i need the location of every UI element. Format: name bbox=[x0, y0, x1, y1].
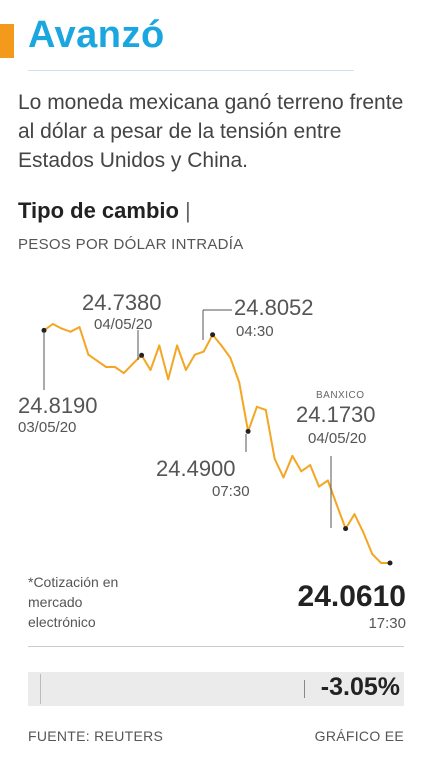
line-segment bbox=[51, 323, 63, 330]
change-bar-tick bbox=[40, 674, 41, 704]
graphic-credit: GRÁFICO EE bbox=[314, 728, 404, 744]
annotation-peak-time: 04:30 bbox=[236, 323, 274, 340]
chart-title-text: Tipo de cambio bbox=[18, 198, 179, 223]
line-segment bbox=[140, 354, 152, 371]
line-segment bbox=[282, 454, 294, 479]
annotation-final: 24.0610 17:30 bbox=[298, 580, 406, 632]
line-segment bbox=[96, 359, 108, 368]
line-segment bbox=[60, 327, 72, 333]
annotation-first: 24.8190 03/05/20 bbox=[18, 332, 98, 436]
section-divider bbox=[28, 646, 404, 647]
annotation-drop-value: 24.4900 bbox=[156, 456, 236, 481]
annotation-final-time: 17:30 bbox=[368, 615, 406, 632]
line-segment bbox=[291, 454, 303, 473]
line-segment bbox=[158, 344, 170, 381]
annotation-banxico-tag: BANXICO bbox=[316, 390, 365, 401]
annotation-peak: 24.8052 04:30 bbox=[202, 295, 314, 340]
line-segment bbox=[300, 464, 312, 473]
annotation-local-low-time: 04/05/20 bbox=[94, 316, 152, 333]
accent-bar bbox=[0, 24, 14, 58]
footnote: *Cotización en mercado electrónico bbox=[28, 574, 119, 630]
line-segment bbox=[114, 366, 125, 375]
line-segment bbox=[69, 326, 81, 333]
line-segment bbox=[220, 344, 232, 359]
data-point-1 bbox=[139, 352, 145, 358]
data-point-3 bbox=[245, 428, 251, 434]
line-segment bbox=[318, 479, 329, 488]
line-segment bbox=[176, 344, 187, 371]
line-segment bbox=[273, 458, 285, 479]
data-point-0 bbox=[41, 327, 47, 333]
page-subtitle: Lo moneda mexicana ganó terreno frente a… bbox=[18, 91, 404, 172]
line-segment bbox=[87, 353, 99, 362]
annotation-first-value: 24.8190 bbox=[18, 393, 98, 418]
exchange-rate-chart: 24.8190 03/05/20 24.7380 04/05/20 24.805… bbox=[18, 290, 406, 632]
annotation-drop: 24.4900 07:30 bbox=[156, 434, 250, 500]
annotation-peak-value: 24.8052 bbox=[234, 295, 314, 320]
point-layer bbox=[41, 327, 393, 566]
annotation-banxico-time: 04/05/20 bbox=[308, 430, 366, 447]
chart-title: Tipo de cambio | bbox=[18, 198, 191, 224]
line-segment bbox=[309, 464, 320, 488]
line-segment bbox=[238, 381, 250, 433]
line-segment bbox=[184, 353, 196, 371]
line-segment bbox=[229, 356, 241, 384]
annotation-banxico: BANXICO 24.1730 04/05/20 bbox=[296, 390, 376, 528]
line-segment bbox=[167, 344, 179, 381]
line-segment bbox=[247, 405, 258, 433]
change-bar bbox=[28, 672, 404, 706]
line-segment bbox=[122, 362, 134, 375]
line-segment bbox=[326, 479, 338, 506]
line-segment bbox=[149, 344, 161, 371]
line-segment bbox=[344, 513, 356, 530]
source-credit: FUENTE: REUTERS bbox=[28, 728, 164, 744]
line-segment bbox=[193, 350, 205, 356]
annotation-banxico-value: 24.1730 bbox=[296, 402, 376, 427]
line-segment bbox=[264, 408, 276, 460]
annotation-local-low: 24.7380 04/05/20 bbox=[82, 290, 162, 360]
line-segment bbox=[353, 513, 365, 534]
chart-subtitle: PESOS POR DÓLAR INTRADÍA bbox=[18, 236, 244, 253]
annotation-local-low-value: 24.7380 bbox=[82, 290, 162, 315]
annotation-final-value: 24.0610 bbox=[298, 580, 406, 613]
line-segment bbox=[335, 504, 347, 530]
change-bar-marker bbox=[304, 680, 305, 698]
line-segment bbox=[362, 531, 374, 556]
annotation-drop-time: 07:30 bbox=[212, 483, 250, 500]
chart-title-separator: | bbox=[184, 198, 191, 223]
line-segment bbox=[255, 405, 267, 411]
change-value: -3.05% bbox=[320, 673, 400, 701]
title-divider bbox=[28, 70, 354, 71]
line-segment bbox=[202, 333, 214, 353]
annotation-first-time: 03/05/20 bbox=[18, 419, 76, 436]
line-segment bbox=[371, 553, 383, 564]
line-segment bbox=[78, 326, 90, 356]
data-point-2 bbox=[210, 332, 216, 338]
page-title: Avanzó bbox=[28, 14, 165, 56]
data-point-4 bbox=[343, 526, 349, 532]
data-point-5 bbox=[387, 560, 393, 566]
